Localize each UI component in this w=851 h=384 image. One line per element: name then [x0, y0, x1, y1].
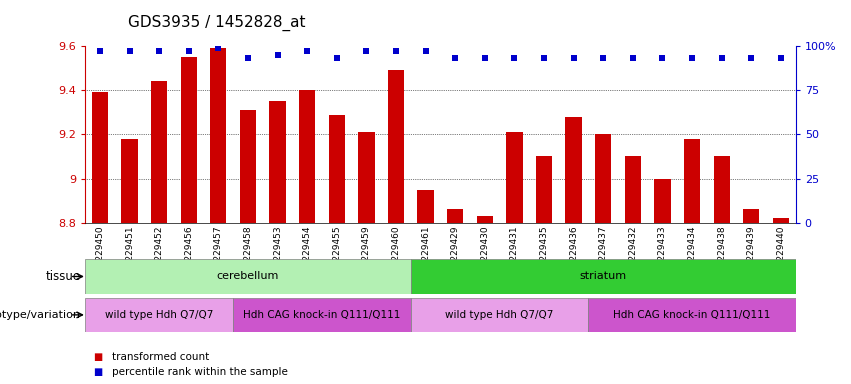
- Bar: [411, 298, 588, 332]
- Bar: [684, 139, 700, 223]
- Text: transformed count: transformed count: [112, 352, 209, 362]
- Bar: [654, 179, 671, 223]
- Point: [182, 48, 196, 55]
- Bar: [92, 93, 108, 223]
- Text: GDS3935 / 1452828_at: GDS3935 / 1452828_at: [128, 15, 306, 31]
- Bar: [411, 259, 796, 294]
- Bar: [773, 218, 789, 223]
- Bar: [299, 90, 316, 223]
- Text: percentile rank within the sample: percentile rank within the sample: [112, 367, 288, 377]
- Point: [626, 55, 640, 61]
- Text: striatum: striatum: [580, 271, 627, 281]
- Text: tissue: tissue: [46, 270, 81, 283]
- Bar: [210, 48, 226, 223]
- Point: [685, 55, 699, 61]
- Point: [774, 55, 788, 61]
- Point: [715, 55, 728, 61]
- Text: ■: ■: [94, 352, 103, 362]
- Bar: [388, 70, 404, 223]
- Bar: [595, 134, 611, 223]
- Text: genotype/variation: genotype/variation: [0, 310, 81, 320]
- Bar: [565, 117, 582, 223]
- Bar: [625, 157, 641, 223]
- Bar: [151, 81, 168, 223]
- Bar: [358, 132, 374, 223]
- Bar: [122, 139, 138, 223]
- Point: [537, 55, 551, 61]
- Point: [152, 48, 166, 55]
- Text: Hdh CAG knock-in Q111/Q111: Hdh CAG knock-in Q111/Q111: [614, 310, 771, 320]
- Text: wild type Hdh Q7/Q7: wild type Hdh Q7/Q7: [445, 310, 554, 320]
- Bar: [85, 259, 411, 294]
- Bar: [270, 101, 286, 223]
- Bar: [506, 132, 523, 223]
- Point: [567, 55, 580, 61]
- Bar: [328, 114, 345, 223]
- Point: [597, 55, 610, 61]
- Text: ■: ■: [94, 367, 103, 377]
- Text: Hdh CAG knock-in Q111/Q111: Hdh CAG knock-in Q111/Q111: [243, 310, 401, 320]
- Point: [655, 55, 669, 61]
- Point: [271, 52, 284, 58]
- Point: [93, 48, 106, 55]
- Bar: [85, 298, 233, 332]
- Point: [212, 45, 226, 51]
- Point: [300, 48, 314, 55]
- Point: [330, 55, 344, 61]
- Bar: [240, 110, 256, 223]
- Point: [745, 55, 758, 61]
- Point: [241, 55, 254, 61]
- Text: wild type Hdh Q7/Q7: wild type Hdh Q7/Q7: [105, 310, 214, 320]
- Bar: [180, 57, 197, 223]
- Point: [360, 48, 374, 55]
- Bar: [743, 210, 759, 223]
- Bar: [447, 210, 463, 223]
- Bar: [588, 298, 796, 332]
- Point: [448, 55, 462, 61]
- Bar: [233, 298, 411, 332]
- Bar: [477, 216, 493, 223]
- Text: cerebellum: cerebellum: [217, 271, 279, 281]
- Point: [478, 55, 492, 61]
- Bar: [418, 190, 434, 223]
- Point: [419, 48, 432, 55]
- Point: [389, 48, 403, 55]
- Point: [123, 48, 136, 55]
- Point: [507, 55, 521, 61]
- Bar: [536, 157, 552, 223]
- Bar: [713, 157, 730, 223]
